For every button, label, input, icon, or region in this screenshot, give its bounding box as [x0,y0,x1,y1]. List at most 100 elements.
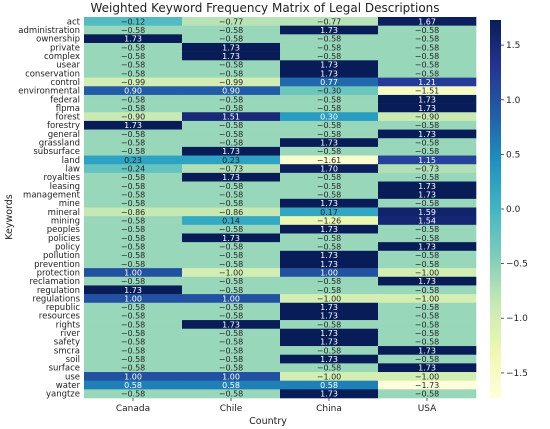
row-label-grassland: grassland [39,139,80,149]
heatmap-cell [378,328,477,338]
heatmap-cell [378,129,477,139]
cell-value-label: 1.73 [418,191,436,200]
cell-value-label: −0.58 [219,251,244,260]
heatmap-cell [84,259,183,269]
row-label-complex: complex [44,52,80,62]
heatmap-cells: −0.12 −0.77 −0.77 1.67−0.58 −0.58 1.73 −0.581.… [84,17,477,399]
heatmap-cell [280,94,379,104]
cell-value-label: −0.58 [317,147,342,156]
heatmap-cell [378,181,477,191]
cell-value-label: −0.58 [317,182,342,191]
colorbar-tick-label: 0.0 [506,205,521,215]
heatmap-cell [84,389,183,399]
cell-value-label: −0.58 [415,329,440,338]
heatmap-cell [378,138,477,148]
cell-value-label: −0.58 [219,355,244,364]
cell-value-label: −0.58 [121,191,146,200]
cell-value-label: 1.59 [418,208,436,217]
cell-value-label: −0.58 [415,26,440,35]
cell-value-label: −0.58 [415,355,440,364]
heatmap-cell [182,17,281,26]
colorbar-tick-label: 1.0 [506,96,521,106]
cell-value-label: −0.58 [121,182,146,191]
cell-value-label: −0.58 [219,303,244,312]
heatmap-cell [84,138,183,148]
row-label-control: control [51,78,80,88]
row-label-regulations: regulations [32,294,80,304]
heatmap-cell [182,94,281,104]
row-label-ownership: ownership [36,35,80,45]
cell-value-label: −0.58 [121,130,146,139]
cell-value-label: 1.73 [320,338,338,347]
row-label-soil: soil [66,355,80,365]
cell-value-label: −0.77 [219,17,244,26]
row-label-peoples: peoples [47,225,81,235]
heatmap-cell [280,294,379,304]
cell-value-label: 0.58 [222,381,240,390]
heatmap-cell [378,216,477,226]
heatmap-cell [378,164,477,174]
cell-value-label: −0.58 [121,43,146,52]
column-label-china: China [316,404,342,414]
heatmap-cell [182,233,281,243]
heatmap-cell [84,337,183,347]
heatmap-cell [280,337,379,347]
cell-value-label: −0.58 [121,199,146,208]
cell-value-label: −0.58 [121,277,146,286]
cell-value-label: −1.00 [317,372,342,381]
cell-value-label: −0.58 [317,234,342,243]
heatmap-cell [378,103,477,113]
heatmap-cell [378,155,477,165]
cell-value-label: −0.58 [219,346,244,355]
row-label-mining: mining [51,216,80,226]
heatmap-cell [84,250,183,260]
heatmap-cell [182,42,281,52]
cell-value-label: 1.73 [320,69,338,78]
cell-value-label: −0.86 [121,208,146,217]
cell-value-label: −0.90 [415,113,440,122]
cell-value-label: −0.30 [317,87,342,96]
heatmap-cell [182,146,281,156]
cell-value-label: −0.58 [317,364,342,373]
row-label-smcra: smcra [54,346,80,356]
cell-value-label: −0.58 [415,147,440,156]
cell-value-label: −0.24 [121,165,146,174]
heatmap-cell [378,190,477,200]
heatmap-cell [84,146,183,156]
cell-value-label: −0.58 [317,173,342,182]
cell-value-label: −0.58 [415,199,440,208]
colorbar-tick-label: 1.5 [506,41,520,51]
cell-value-label: −0.58 [121,364,146,373]
heatmap-cell [182,155,281,165]
heatmap-cell [280,129,379,139]
heatmap-cell [84,190,183,200]
row-label-use: use [65,372,80,382]
cell-value-label: 0.58 [320,381,338,390]
cell-value-label: −0.58 [121,61,146,70]
cell-value-label: −0.58 [219,277,244,286]
heatmap-cell [182,207,281,217]
cell-value-label: 1.00 [124,268,142,277]
heatmap-cell [280,250,379,260]
cell-value-label: −0.58 [219,104,244,113]
heatmap-cell [84,103,183,113]
heatmap-cell [182,198,281,208]
heatmap-cell [280,42,379,52]
heatmap-cell [182,86,281,96]
cell-value-label: −0.58 [219,182,244,191]
heatmap-cell [378,372,477,381]
row-label-flpma: flpma [56,104,80,114]
column-label-usa: USA [418,404,437,414]
row-label-environmental: environmental [18,87,80,97]
heatmap-cell [280,346,379,356]
cell-value-label: 1.73 [320,329,338,338]
cell-value-label: −0.58 [415,260,440,269]
heatmap-cell [182,328,281,338]
cell-value-label: 1.73 [222,173,240,182]
cell-value-label: 1.70 [320,165,338,174]
heatmap-cell [378,320,477,330]
heatmap-cell [182,34,281,44]
heatmap-cell [84,207,183,217]
heatmap-cell [280,380,379,390]
